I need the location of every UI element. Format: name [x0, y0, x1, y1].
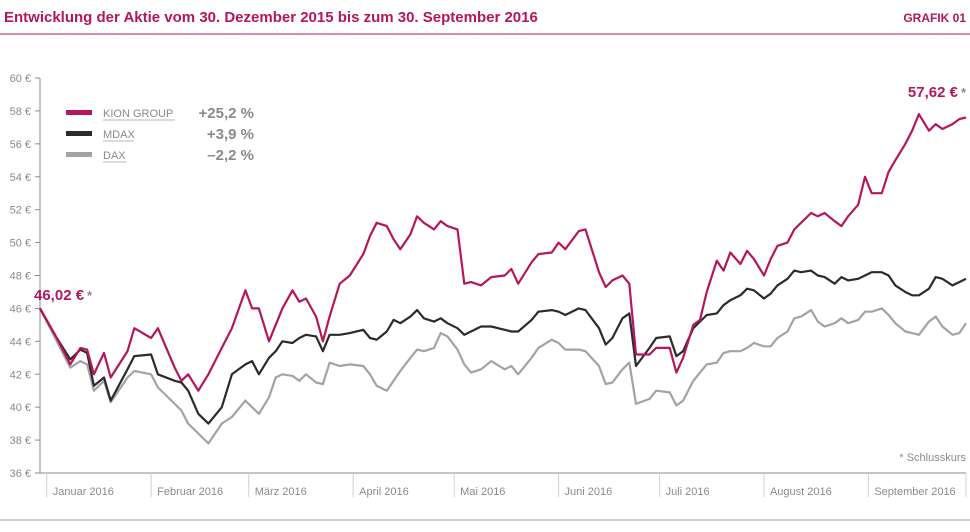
legend-item-dax: DAX –2,2 %	[66, 147, 254, 164]
chart-title: Entwicklung der Aktie vom 30. Dezember 2…	[4, 9, 538, 26]
legend-label-dax: DAX	[103, 150, 126, 162]
y-tick-label: 54 €	[10, 172, 31, 184]
x-axis: Januar 2016 Februar 2016 März 2016 April 20…	[40, 472, 967, 498]
figure-label: GRAFIK 01	[903, 11, 966, 25]
y-tick-label: 58 €	[10, 106, 31, 118]
x-tick-label: März 2016	[255, 486, 307, 498]
y-tick-label: 36 €	[10, 468, 31, 480]
x-tick-label: Mai 2016	[460, 486, 505, 498]
footnote: * Schlusskurs	[899, 452, 966, 464]
end-value-annotation: 57,62 € *	[908, 84, 967, 101]
legend-change-mdax: +3,9 %	[207, 126, 254, 143]
end-value-marker: *	[961, 85, 967, 100]
legend-swatch-mdax	[66, 131, 92, 136]
legend-change-kion: +25,2 %	[199, 105, 254, 122]
y-tick-label: 46 €	[10, 303, 31, 315]
y-tick-label: 44 €	[10, 336, 31, 348]
legend-swatch-dax	[66, 152, 92, 157]
end-value-text: 57,62 €	[908, 84, 959, 101]
x-tick-label: Januar 2016	[53, 486, 114, 498]
legend-item-kion: KION GROUP +25,2 %	[66, 105, 254, 122]
y-tick-label: 60 €	[10, 73, 31, 85]
x-tick-label: April 2016	[359, 486, 409, 498]
y-tick-label: 56 €	[10, 139, 31, 151]
x-tick-label: Juni 2016	[565, 486, 613, 498]
legend-label-mdax: MDAX	[103, 129, 135, 141]
series-line-dax	[39, 307, 967, 445]
x-tick-label: September 2016	[874, 486, 955, 498]
y-tick-label: 50 €	[10, 238, 31, 250]
y-tick-label: 52 €	[10, 205, 31, 217]
legend-item-mdax: MDAX +3,9 %	[66, 126, 254, 143]
y-tick-label: 38 €	[10, 435, 31, 447]
x-tick-label: Februar 2016	[157, 486, 223, 498]
legend-label-kion: KION GROUP	[103, 108, 173, 120]
start-value-annotation: 46,02 € *	[34, 287, 93, 304]
x-tick-label: August 2016	[770, 486, 832, 498]
legend: KION GROUP +25,2 % MDAX +3,9 % DAX –2,2 …	[66, 105, 254, 164]
legend-change-dax: –2,2 %	[207, 147, 254, 164]
legend-swatch-kion	[66, 110, 92, 115]
y-tick-label: 40 €	[10, 402, 31, 414]
start-value-marker: *	[87, 288, 93, 303]
y-axis: 36 € 38 € 40 € 42 € 44 € 46 € 48 € 50 € 52 € 54 €…	[10, 73, 41, 480]
start-value-text: 46,02 €	[34, 287, 85, 304]
series-line-kion	[39, 113, 967, 392]
series-layer	[39, 113, 967, 445]
x-tick-label: Juli 2016	[666, 486, 710, 498]
y-tick-label: 42 €	[10, 369, 31, 381]
series-line-mdax	[39, 269, 967, 425]
y-tick-label: 48 €	[10, 271, 31, 283]
